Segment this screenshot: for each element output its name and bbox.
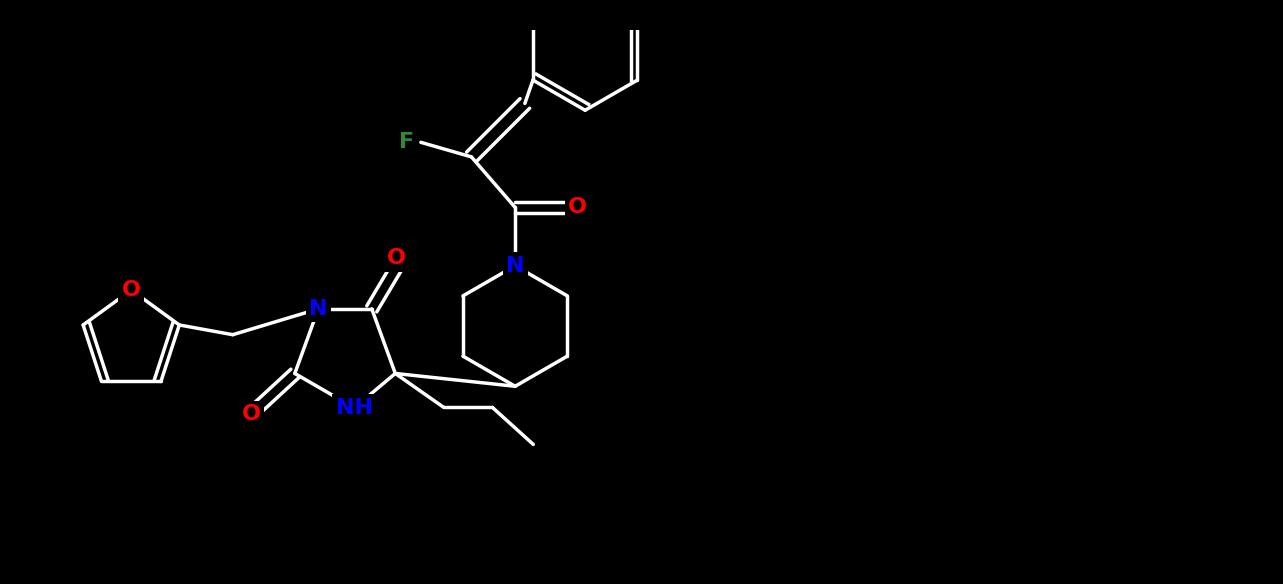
Text: F: F — [399, 133, 414, 152]
Text: N: N — [309, 299, 327, 319]
Text: O: O — [568, 197, 586, 217]
Text: NH: NH — [336, 398, 373, 418]
Text: O: O — [386, 248, 405, 268]
Text: N: N — [506, 256, 525, 276]
Text: O: O — [241, 404, 260, 425]
Text: O: O — [122, 280, 141, 300]
